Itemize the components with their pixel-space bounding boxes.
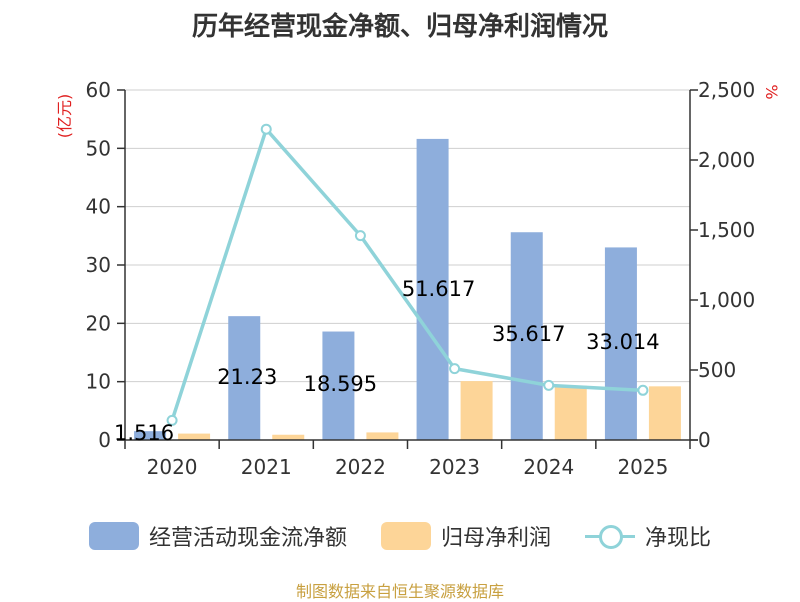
y-right-unit: %	[762, 84, 781, 99]
y-left-tick-label: 10	[86, 370, 111, 394]
grid-layer	[125, 89, 690, 383]
point-cash-ratio-2020	[166, 414, 178, 426]
legend-swatch-cash-ratio	[585, 522, 635, 550]
y-right-tick-label: 2,000	[698, 148, 755, 172]
y-left-tick-label: 20	[86, 311, 111, 335]
x-tick-label: 2021	[241, 455, 292, 479]
line-cash-ratio	[170, 127, 644, 421]
bar-net-profit-2021	[272, 434, 305, 440]
bar-net-profit-2024	[554, 385, 587, 440]
axis-layer: 0 10 20 30 40 50 60 0 500 1,000 1,500 2,000 2,500 202…	[55, 78, 781, 479]
bar-cashflow-2023	[416, 138, 449, 441]
source-note: 制图数据来自恒生聚源数据库	[295, 582, 504, 601]
x-tick-label: 2025	[617, 455, 668, 479]
x-tick-label: 2022	[335, 455, 386, 479]
legend-swatch-net-profit	[380, 522, 431, 550]
bar-cashflow-2021	[228, 316, 261, 440]
bar-layer	[134, 138, 681, 441]
bar-net-profit-2020	[178, 433, 211, 440]
y-left-tick-label: 30	[86, 253, 111, 277]
legend-item-cash-ratio[interactable]: 净现比	[585, 520, 711, 552]
y-right-tick-label: 1,000	[698, 288, 755, 312]
x-tick-label: 2020	[147, 455, 198, 479]
bar-cashflow-2024	[510, 232, 543, 440]
y-right-tick-label: 500	[698, 358, 736, 382]
y-right-tick-label: 2,500	[698, 78, 755, 102]
point-cash-ratio-2022	[354, 230, 366, 242]
bar-net-profit-2023	[460, 381, 493, 440]
data-label-cashflow-2025: 33.014	[586, 330, 659, 354]
data-label-cashflow-2023: 51.617	[402, 277, 475, 301]
bar-cashflow-2025	[604, 247, 637, 440]
legend: 经营活动现金流净额 归母净利润 净现比	[0, 514, 800, 558]
point-cash-ratio-2021	[260, 123, 272, 135]
data-label-cashflow-2021: 21.23	[217, 365, 277, 389]
data-label-cashflow-2020: 1.516	[114, 421, 174, 445]
label-layer: 1.516 21.23 18.595 51.617 35.617 33.014	[114, 277, 660, 445]
y-right-tick-label: 0	[698, 428, 711, 452]
y-left-tick-label: 40	[86, 195, 111, 219]
y-right-tick-label: 1,500	[698, 218, 755, 242]
bar-cashflow-2020	[134, 431, 167, 440]
line-layer	[166, 123, 649, 426]
y-left-tick-label: 50	[86, 136, 111, 160]
legend-label-cash-ratio: 净现比	[645, 526, 712, 551]
y-left-tick-label: 60	[86, 78, 111, 102]
point-cash-ratio-2023	[449, 363, 461, 375]
chart-svg: 0 10 20 30 40 50 60 0 500 1,000 1,500 2,000 2,500 202…	[55, 78, 781, 479]
legend-swatch-cashflow	[88, 522, 139, 550]
legend-item-cashflow[interactable]: 经营活动现金流净额	[88, 520, 347, 552]
bar-cashflow-2022	[322, 331, 355, 440]
y-left-tick-label: 0	[98, 428, 111, 452]
legend-label-cashflow: 经营活动现金流净额	[148, 526, 347, 551]
point-cash-ratio-2024	[543, 379, 555, 391]
bar-net-profit-2025	[648, 386, 681, 440]
bar-net-profit-2022	[366, 432, 399, 440]
y-left-unit: (亿元)	[55, 94, 74, 139]
chart-title: 历年经营现金净额、归母净利润情况	[191, 12, 608, 42]
legend-item-net-profit[interactable]: 归母净利润	[380, 520, 551, 552]
legend-label-net-profit: 归母净利润	[440, 526, 551, 551]
x-tick-label: 2023	[429, 455, 480, 479]
data-label-cashflow-2022: 18.595	[304, 372, 377, 396]
point-cash-ratio-2025	[637, 384, 649, 396]
x-tick-label: 2024	[523, 455, 574, 479]
data-label-cashflow-2024: 35.617	[492, 322, 565, 346]
